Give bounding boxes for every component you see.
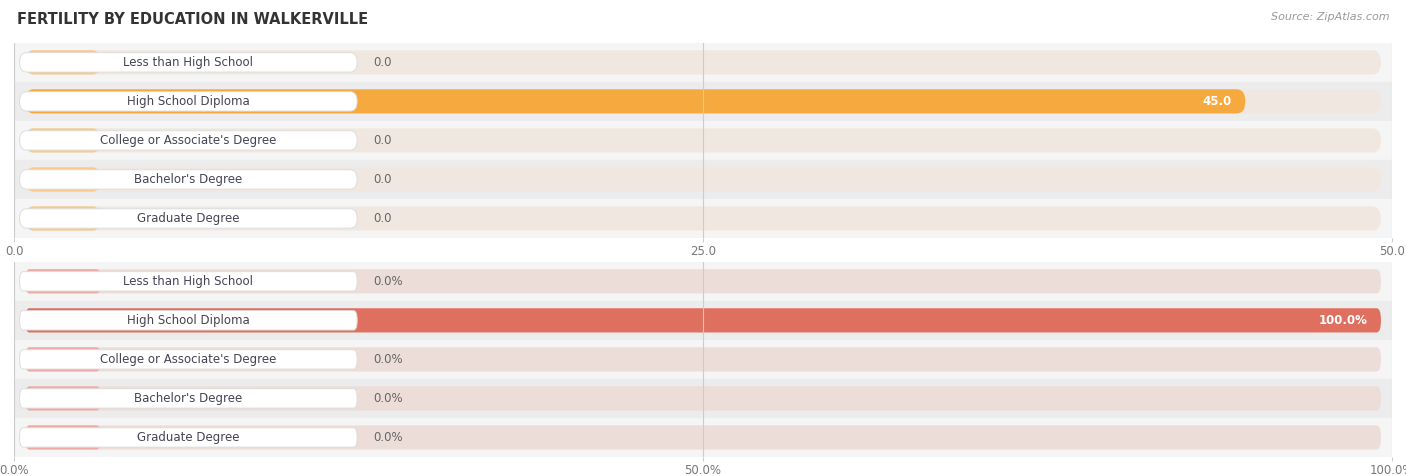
Text: 0.0: 0.0 xyxy=(374,134,392,147)
Text: Source: ZipAtlas.com: Source: ZipAtlas.com xyxy=(1271,12,1389,22)
FancyBboxPatch shape xyxy=(20,92,357,111)
Text: Graduate Degree: Graduate Degree xyxy=(138,431,239,444)
Text: High School Diploma: High School Diploma xyxy=(127,95,250,108)
FancyBboxPatch shape xyxy=(25,269,1381,293)
Text: Less than High School: Less than High School xyxy=(124,56,253,69)
FancyBboxPatch shape xyxy=(25,269,101,293)
FancyBboxPatch shape xyxy=(25,129,101,152)
FancyBboxPatch shape xyxy=(25,168,1381,191)
Bar xyxy=(14,301,1392,340)
FancyBboxPatch shape xyxy=(25,207,1381,230)
Text: 45.0: 45.0 xyxy=(1202,95,1232,108)
Text: 0.0: 0.0 xyxy=(374,173,392,186)
Text: Graduate Degree: Graduate Degree xyxy=(138,212,239,225)
FancyBboxPatch shape xyxy=(20,53,357,72)
FancyBboxPatch shape xyxy=(25,308,1381,332)
FancyBboxPatch shape xyxy=(25,426,1381,449)
Bar xyxy=(14,43,1392,82)
Bar xyxy=(14,379,1392,418)
FancyBboxPatch shape xyxy=(25,387,101,410)
Bar xyxy=(14,418,1392,457)
FancyBboxPatch shape xyxy=(25,426,101,449)
Text: FERTILITY BY EDUCATION IN WALKERVILLE: FERTILITY BY EDUCATION IN WALKERVILLE xyxy=(17,12,368,27)
FancyBboxPatch shape xyxy=(25,89,1381,113)
FancyBboxPatch shape xyxy=(25,347,1381,371)
FancyBboxPatch shape xyxy=(25,89,1246,113)
Text: 0.0: 0.0 xyxy=(374,56,392,69)
FancyBboxPatch shape xyxy=(25,129,1381,152)
FancyBboxPatch shape xyxy=(25,347,101,371)
FancyBboxPatch shape xyxy=(20,311,357,330)
Text: High School Diploma: High School Diploma xyxy=(127,314,250,327)
Text: Bachelor's Degree: Bachelor's Degree xyxy=(134,173,242,186)
FancyBboxPatch shape xyxy=(25,50,101,74)
FancyBboxPatch shape xyxy=(25,387,1381,410)
FancyBboxPatch shape xyxy=(25,168,101,191)
Text: 0.0%: 0.0% xyxy=(374,353,404,366)
Bar xyxy=(14,262,1392,301)
FancyBboxPatch shape xyxy=(25,308,1381,332)
Text: 0.0%: 0.0% xyxy=(374,431,404,444)
FancyBboxPatch shape xyxy=(20,272,357,291)
FancyBboxPatch shape xyxy=(25,207,101,230)
Text: 100.0%: 100.0% xyxy=(1319,314,1367,327)
FancyBboxPatch shape xyxy=(20,209,357,228)
FancyBboxPatch shape xyxy=(20,428,357,447)
Text: 0.0%: 0.0% xyxy=(374,392,404,405)
Text: College or Associate's Degree: College or Associate's Degree xyxy=(100,353,277,366)
FancyBboxPatch shape xyxy=(20,131,357,150)
FancyBboxPatch shape xyxy=(25,50,1381,74)
Bar xyxy=(14,340,1392,379)
FancyBboxPatch shape xyxy=(20,350,357,369)
Bar xyxy=(14,160,1392,199)
Text: Less than High School: Less than High School xyxy=(124,275,253,288)
Text: 0.0: 0.0 xyxy=(374,212,392,225)
Bar xyxy=(14,82,1392,121)
Text: College or Associate's Degree: College or Associate's Degree xyxy=(100,134,277,147)
Bar xyxy=(14,199,1392,238)
FancyBboxPatch shape xyxy=(20,170,357,189)
Text: Bachelor's Degree: Bachelor's Degree xyxy=(134,392,242,405)
Bar xyxy=(14,121,1392,160)
FancyBboxPatch shape xyxy=(20,389,357,408)
Text: 0.0%: 0.0% xyxy=(374,275,404,288)
